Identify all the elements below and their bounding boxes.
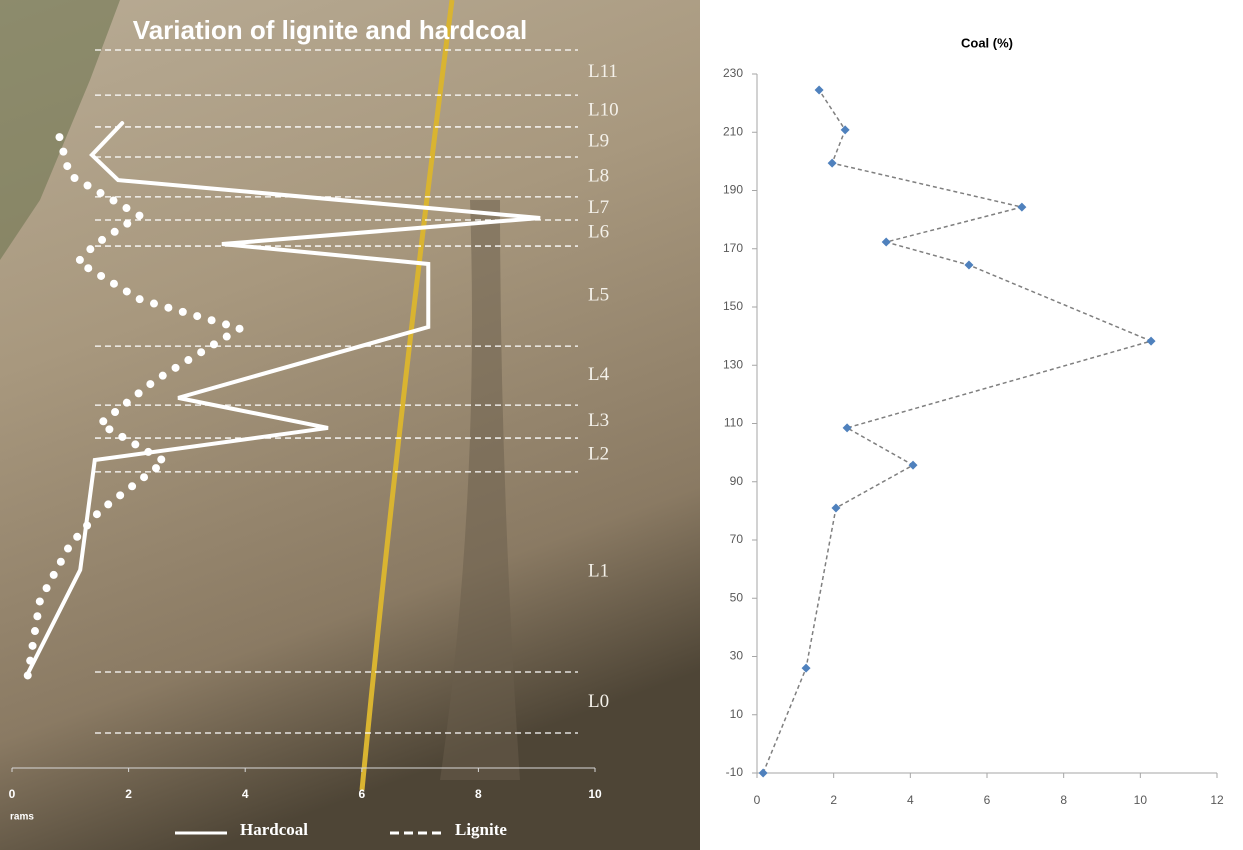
layer-label: L1	[588, 560, 609, 581]
data-point	[1017, 202, 1027, 212]
layer-label: L6	[588, 221, 609, 242]
connecting-line	[762, 89, 1154, 774]
data-point	[908, 460, 918, 470]
y-tick-label: 150	[723, 299, 743, 313]
left-title: Variation of lignite and hardcoal	[133, 15, 527, 45]
measuring-tape	[359, 0, 455, 791]
layer-label: L2	[588, 443, 609, 464]
data-point	[964, 260, 974, 270]
x-tick-label: 10	[588, 787, 602, 801]
series-line	[23, 127, 250, 680]
x-tick-label: 4	[242, 787, 249, 801]
layer-label: L0	[588, 691, 609, 712]
legend-label: Hardcoal	[240, 820, 308, 839]
data-point	[814, 85, 824, 95]
y-tick-label: 110	[724, 416, 743, 430]
x-tick-label: 12	[1210, 793, 1224, 807]
x-axis-label: rams	[10, 812, 34, 823]
layer-label: L5	[588, 284, 609, 305]
y-tick-label: 70	[730, 532, 744, 546]
layer-label: L7	[588, 197, 609, 218]
photo-background	[0, 0, 700, 850]
y-tick-label: 130	[723, 357, 743, 371]
x-tick-label: 10	[1134, 793, 1148, 807]
data-point	[801, 663, 811, 673]
right-chart: Coal (%) 0 2 4 6 8 10 12 -10 10 30 50 70 90 110 130 150 1…	[700, 0, 1243, 850]
y-tick-label: 90	[730, 474, 744, 488]
legend-label: Lignite	[455, 820, 507, 839]
layer-label: L3	[588, 410, 609, 431]
y-tick-label: 30	[730, 649, 744, 663]
data-point	[831, 503, 841, 513]
y-tick-label: 190	[723, 183, 743, 197]
vegetation	[0, 0, 120, 260]
x-tick-label: 4	[907, 793, 914, 807]
x-tick-label: 8	[1060, 793, 1067, 807]
layer-label: L4	[588, 364, 610, 385]
right-panel	[700, 0, 1243, 850]
layer-label: L9	[588, 130, 609, 151]
layer-label: L8	[588, 165, 609, 186]
trench-shadow	[440, 200, 520, 780]
y-tick-label: -10	[726, 765, 744, 779]
x-tick-label: 0	[754, 793, 761, 807]
x-tick-label: 2	[830, 793, 837, 807]
data-point	[840, 125, 850, 135]
data-point	[1146, 336, 1156, 346]
layer-label: L11	[588, 61, 618, 82]
data-point	[881, 237, 891, 247]
left-chart: 0 2 4 6 8 10 L0 L1 L2 L3 L4 L5 L6 L7 L8 L9 L10 L11 Hardcoa…	[9, 49, 619, 839]
x-tick-label: 0	[9, 787, 16, 801]
y-tick-label: 10	[730, 707, 744, 721]
x-tick-label: 6	[984, 793, 991, 807]
data-point	[827, 158, 837, 168]
y-tick-label: 210	[723, 124, 743, 138]
x-tick-label: 2	[125, 787, 132, 801]
data-point	[758, 768, 768, 778]
series-line	[25, 121, 541, 677]
right-title: Coal (%)	[961, 35, 1013, 50]
x-tick-label: 8	[475, 787, 482, 801]
data-point	[842, 423, 852, 433]
y-tick-label: 50	[730, 590, 744, 604]
y-tick-label: 170	[723, 241, 743, 255]
layer-label: L10	[588, 99, 619, 120]
y-tick-label: 230	[723, 66, 743, 80]
x-tick-label: 6	[358, 787, 365, 801]
